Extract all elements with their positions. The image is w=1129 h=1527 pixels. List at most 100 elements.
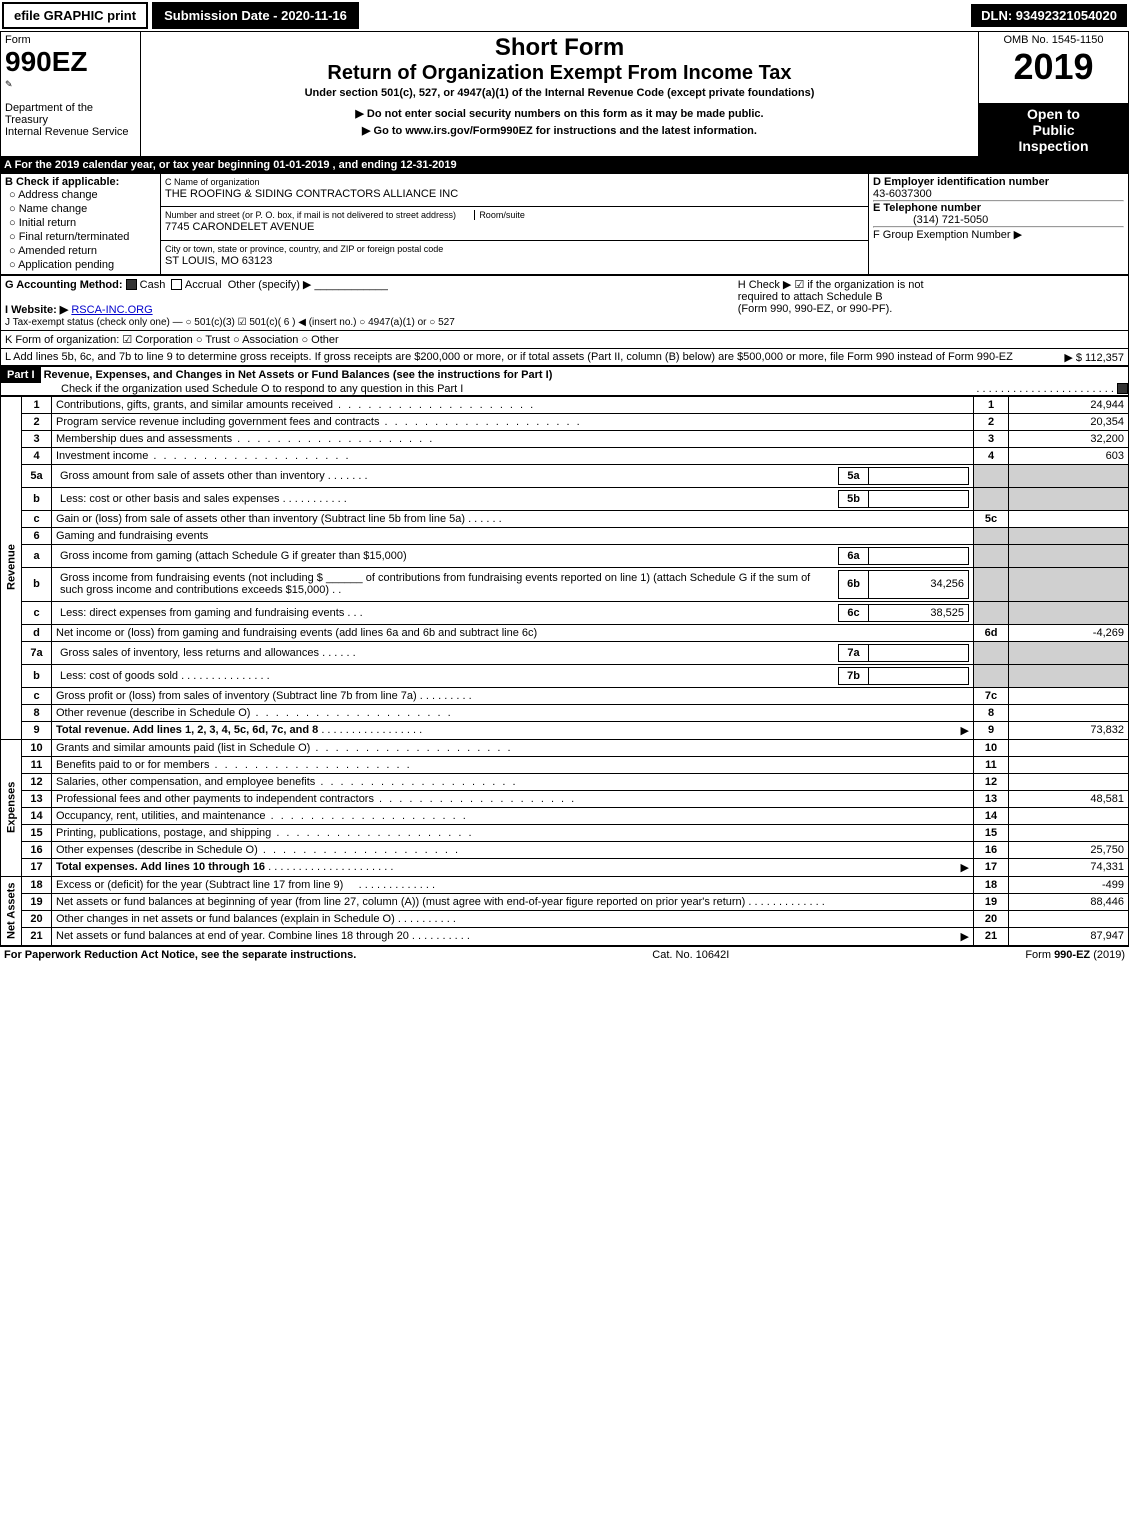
line-12-no: 12 bbox=[22, 773, 52, 790]
line-17-no: 17 bbox=[22, 858, 52, 876]
sub-6a-amt bbox=[869, 547, 969, 564]
line-5c-label: Gain or (loss) from sale of assets other… bbox=[52, 510, 974, 527]
line-10-no: 10 bbox=[22, 739, 52, 756]
line-5c-amt bbox=[1009, 510, 1129, 527]
box-f-label: F Group Exemption Number ▶ bbox=[873, 229, 1022, 241]
line-1-amt: 24,944 bbox=[1009, 396, 1129, 413]
line-17-label: Total expenses. Add lines 10 through 16 … bbox=[52, 858, 974, 876]
form-header: Form 990EZ ✎ Department of the Treasury … bbox=[0, 31, 1129, 157]
line-18-label: Excess or (deficit) for the year (Subtra… bbox=[52, 876, 974, 893]
line-16-col: 16 bbox=[974, 841, 1009, 858]
part1-title: Revenue, Expenses, and Changes in Net As… bbox=[44, 369, 553, 381]
line-3-label: Membership dues and assessments bbox=[52, 430, 974, 447]
chk-final-return[interactable]: Final return/terminated bbox=[5, 230, 156, 244]
line-6b-no: b bbox=[22, 567, 52, 601]
line-6d-col: 6d bbox=[974, 624, 1009, 641]
line-21-amt: 87,947 bbox=[1009, 927, 1129, 945]
page-footer: For Paperwork Reduction Act Notice, see … bbox=[0, 946, 1129, 963]
line-15-no: 15 bbox=[22, 824, 52, 841]
line-12-label: Salaries, other compensation, and employ… bbox=[52, 773, 974, 790]
expenses-group-label: Expenses bbox=[1, 739, 22, 876]
line-7a-label: Gross sales of inventory, less returns a… bbox=[52, 641, 974, 664]
line-1-label: Contributions, gifts, grants, and simila… bbox=[52, 396, 974, 413]
line-7b-col-shade bbox=[974, 664, 1009, 687]
chk-cash[interactable] bbox=[126, 279, 137, 290]
chk-accrual[interactable] bbox=[171, 279, 182, 290]
chk-application-pending[interactable]: Application pending bbox=[5, 258, 156, 272]
line-2-amt: 20,354 bbox=[1009, 413, 1129, 430]
chk-name-change[interactable]: Name change bbox=[5, 202, 156, 216]
line-13-amt: 48,581 bbox=[1009, 790, 1129, 807]
dln-label: DLN: 93492321054020 bbox=[971, 4, 1127, 27]
line-5b-amt-shade bbox=[1009, 487, 1129, 510]
line-4-no: 4 bbox=[22, 447, 52, 464]
line-12-col: 12 bbox=[974, 773, 1009, 790]
line-7b-amt-shade bbox=[1009, 664, 1129, 687]
line-16-amt: 25,750 bbox=[1009, 841, 1129, 858]
line-13-label: Professional fees and other payments to … bbox=[52, 790, 974, 807]
line-6a-label: Gross income from gaming (attach Schedul… bbox=[52, 544, 974, 567]
line-4-amt: 603 bbox=[1009, 447, 1129, 464]
dept-treasury: Department of the Treasury bbox=[5, 102, 93, 126]
line-20-amt bbox=[1009, 910, 1129, 927]
form-number: 990EZ bbox=[5, 46, 88, 77]
line-6b-label: Gross income from fundraising events (no… bbox=[52, 567, 974, 601]
efile-print-button[interactable]: efile GRAPHIC print bbox=[2, 2, 148, 29]
line-6c-no: c bbox=[22, 601, 52, 624]
line-8-amt bbox=[1009, 704, 1129, 721]
sub-5b: 5b bbox=[839, 490, 869, 507]
line-5a-label: Gross amount from sale of assets other t… bbox=[52, 464, 974, 487]
under-section: Under section 501(c), 527, or 4947(a)(1)… bbox=[145, 85, 974, 101]
line-9-no: 9 bbox=[22, 721, 52, 739]
tax-year: 2019 bbox=[983, 46, 1124, 88]
goto-link[interactable]: ▶ Go to www.irs.gov/Form990EZ for instru… bbox=[145, 122, 974, 139]
line-12-amt bbox=[1009, 773, 1129, 790]
line-11-col: 11 bbox=[974, 756, 1009, 773]
gross-receipts-amount: ▶ $ 112,357 bbox=[1064, 351, 1124, 364]
line-9-amt: 73,832 bbox=[1009, 721, 1129, 739]
line-10-amt bbox=[1009, 739, 1129, 756]
chk-address-change[interactable]: Address change bbox=[5, 188, 156, 202]
line-16-label: Other expenses (describe in Schedule O) bbox=[52, 841, 974, 858]
accounting-section: G Accounting Method: Cash Accrual Other … bbox=[0, 275, 1129, 331]
line-21-label: Net assets or fund balances at end of ye… bbox=[52, 927, 974, 945]
line-11-no: 11 bbox=[22, 756, 52, 773]
line-19-amt: 88,446 bbox=[1009, 893, 1129, 910]
footer-catno: Cat. No. 10642I bbox=[652, 949, 729, 961]
line-7c-col: 7c bbox=[974, 687, 1009, 704]
box-l-gross-receipts: L Add lines 5b, 6c, and 7b to line 9 to … bbox=[0, 349, 1129, 366]
section-a-tax-year: A For the 2019 calendar year, or tax yea… bbox=[0, 157, 1129, 173]
line-7b-label: Less: cost of goods sold . . . . . . . .… bbox=[52, 664, 974, 687]
line-6d-label: Net income or (loss) from gaming and fun… bbox=[52, 624, 974, 641]
return-title: Return of Organization Exempt From Incom… bbox=[145, 62, 974, 85]
line-14-no: 14 bbox=[22, 807, 52, 824]
website-link[interactable]: RSCA-INC.ORG bbox=[71, 304, 152, 316]
line-14-col: 14 bbox=[974, 807, 1009, 824]
chk-initial-return[interactable]: Initial return bbox=[5, 216, 156, 230]
line-8-no: 8 bbox=[22, 704, 52, 721]
line-10-label: Grants and similar amounts paid (list in… bbox=[52, 739, 974, 756]
org-city: ST LOUIS, MO 63123 bbox=[165, 255, 272, 267]
line-1-col: 1 bbox=[974, 396, 1009, 413]
chk-schedule-o[interactable] bbox=[1117, 383, 1128, 394]
line-16-no: 16 bbox=[22, 841, 52, 858]
accrual-label: Accrual bbox=[185, 279, 222, 291]
box-h-line3: (Form 990, 990-EZ, or 990-PF). bbox=[738, 303, 893, 315]
line-17-amt: 74,331 bbox=[1009, 858, 1129, 876]
sub-6a: 6a bbox=[839, 547, 869, 564]
line-18-no: 18 bbox=[22, 876, 52, 893]
sub-5a-amt bbox=[869, 467, 969, 484]
line-3-no: 3 bbox=[22, 430, 52, 447]
submission-date: Submission Date - 2020-11-16 bbox=[152, 2, 359, 29]
line-17-col: 17 bbox=[974, 858, 1009, 876]
sub-5a: 5a bbox=[839, 467, 869, 484]
line-6b-amt-shade bbox=[1009, 567, 1129, 601]
line-15-col: 15 bbox=[974, 824, 1009, 841]
line-7a-amt-shade bbox=[1009, 641, 1129, 664]
irs-label: Internal Revenue Service bbox=[5, 126, 129, 138]
line-6c-amt-shade bbox=[1009, 601, 1129, 624]
form-label: Form bbox=[5, 34, 31, 46]
part1-header: Part I Revenue, Expenses, and Changes in… bbox=[0, 366, 1129, 396]
chk-amended-return[interactable]: Amended return bbox=[5, 244, 156, 258]
line-4-label: Investment income bbox=[52, 447, 974, 464]
